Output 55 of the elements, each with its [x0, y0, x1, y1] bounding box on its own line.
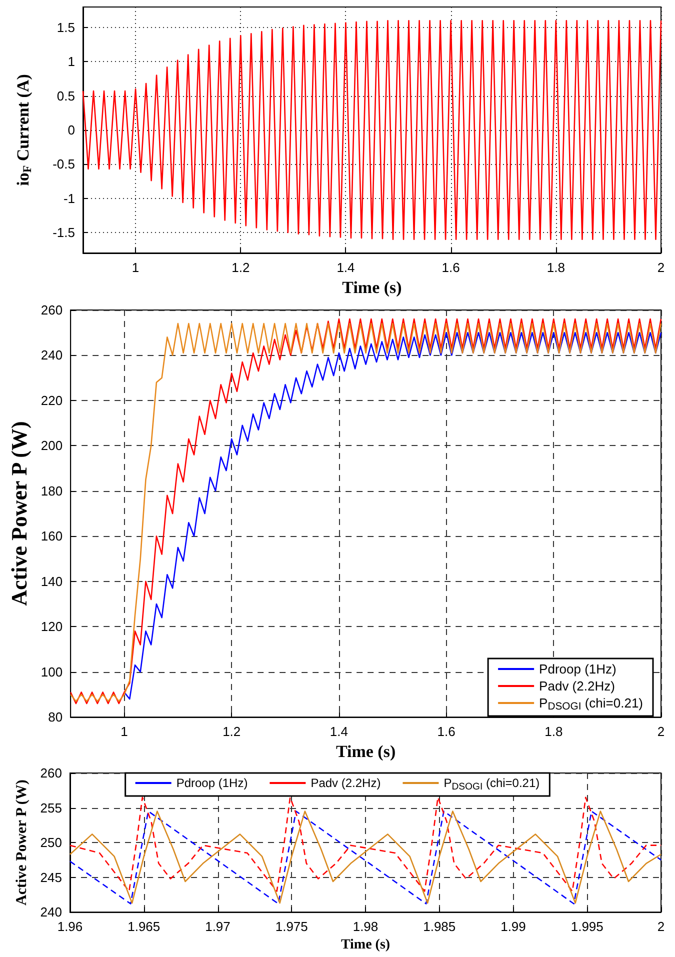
x-tick-label: 1.985	[423, 919, 456, 934]
x-tick-label: 1.99	[500, 919, 526, 934]
y-tick-label: -1.5	[52, 225, 75, 240]
x-tick-label: 2	[657, 724, 665, 740]
x-tick-label: 1	[132, 260, 140, 275]
y-tick-label: 245	[40, 870, 62, 885]
y-tick-label: -0.5	[52, 156, 75, 172]
x-tick-label: 1.96	[57, 919, 83, 934]
legend-label: Pdroop (1Hz)	[539, 662, 616, 676]
line-series	[82, 20, 662, 240]
y-tick-label: 240	[40, 904, 62, 920]
y-tick-label: 1.5	[56, 20, 75, 35]
x-tick-label: 1.4	[336, 260, 355, 275]
x-axis-title: Time (s)	[340, 938, 390, 952]
x-tick-label: 1.4	[330, 724, 348, 740]
y-tick-label: 0	[68, 122, 75, 138]
x-tick-label: 1.2	[222, 724, 241, 740]
y-tick-label: 120	[40, 619, 63, 634]
y-tick-label: 255	[40, 800, 62, 816]
y-axis-title: Active Power P (W)	[14, 780, 30, 906]
x-tick-label: 1.8	[546, 260, 565, 275]
x-tick-label: 1.8	[544, 724, 563, 740]
y-tick-label: 250	[40, 835, 62, 850]
legend-label: Pdroop (1Hz)	[176, 776, 248, 790]
x-tick-label: 1.98	[352, 919, 378, 934]
y-tick-label: 200	[40, 438, 63, 454]
y-tick-label: 140	[40, 574, 63, 589]
x-tick-label: 1.995	[570, 919, 604, 934]
y-axis-title: Active Power P (W)	[6, 421, 32, 606]
x-tick-label: 2	[657, 260, 665, 275]
y-tick-label: 260	[40, 766, 62, 780]
y-tick-label: 180	[40, 483, 63, 498]
line-series	[69, 796, 662, 892]
y-tick-label: 260	[40, 302, 63, 318]
x-tick-label: 1.6	[437, 724, 456, 740]
x-tick-label: 1	[120, 724, 128, 740]
x-tick-label: 2	[657, 919, 665, 934]
y-tick-label: 1	[68, 54, 75, 70]
x-tick-label: 1.965	[128, 919, 160, 934]
y-tick-label: 80	[48, 710, 63, 725]
legend-label: Padv (2.2Hz)	[539, 678, 615, 694]
x-tick-label: 1.2	[232, 260, 250, 275]
y-tick-label: 0.5	[56, 88, 75, 104]
y-tick-label: 240	[40, 348, 63, 363]
legend-label: Padv (2.2Hz)	[310, 776, 381, 790]
y-tick-label: 100	[40, 664, 63, 680]
x-tick-label: 1.975	[275, 919, 308, 934]
y-tick-label: -1	[63, 190, 75, 206]
x-axis-title: Time (s)	[342, 278, 402, 297]
y-tick-label: 220	[40, 392, 63, 408]
x-axis-title: Time (s)	[336, 742, 396, 761]
y-tick-label: 160	[40, 528, 63, 544]
x-tick-label: 1.97	[205, 919, 230, 934]
x-tick-label: 1.6	[442, 260, 460, 275]
y-axis-title: ioF Current (A)	[13, 74, 34, 186]
